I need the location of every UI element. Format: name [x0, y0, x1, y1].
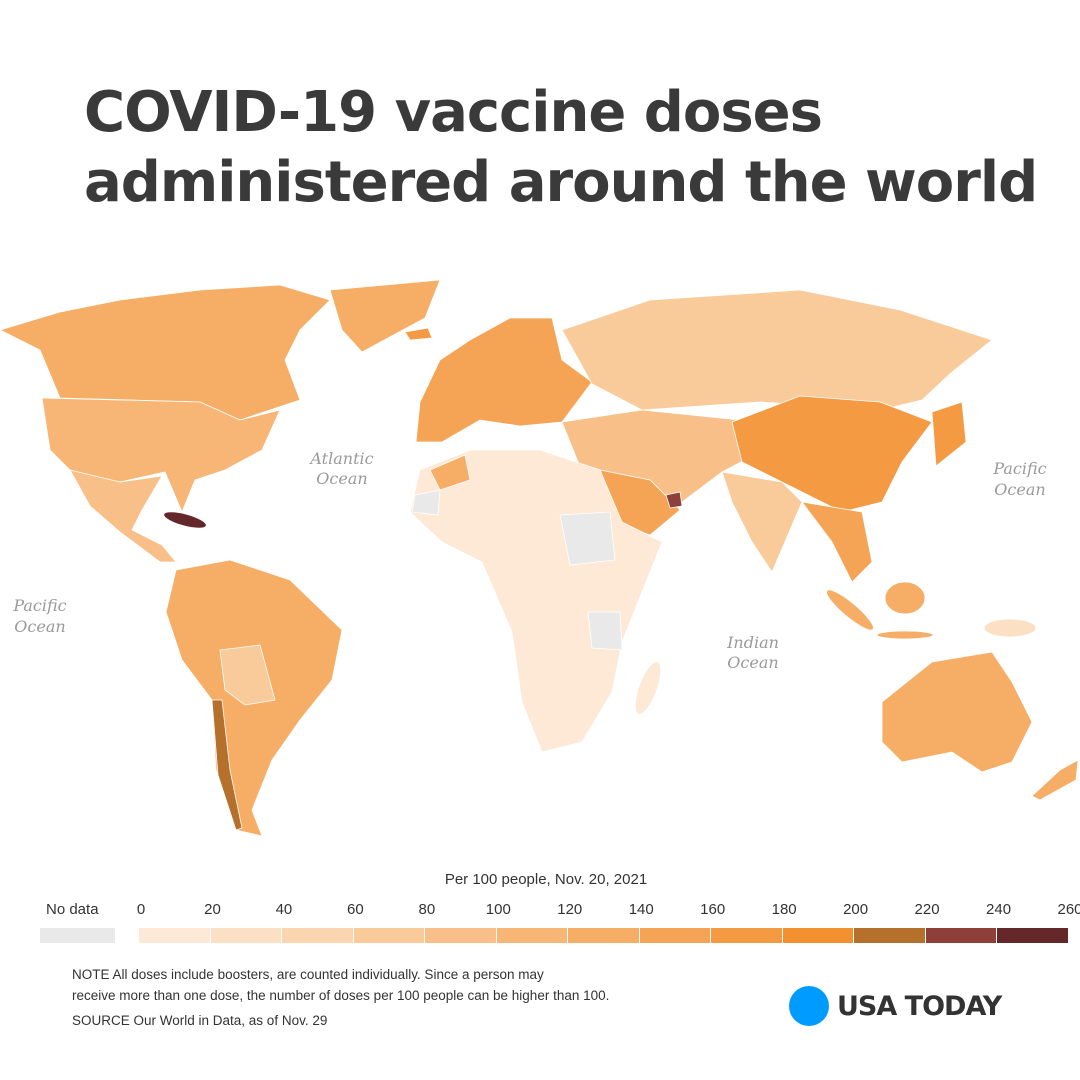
ocean-label-line: Ocean — [14, 617, 65, 636]
legend-bin-swatch — [139, 928, 210, 943]
legend-title: Per 100 people, Nov. 20, 2021 — [444, 871, 648, 888]
legend-bin-swatch — [209, 928, 282, 943]
page-title: COVID-19 vaccine doses administered aroun… — [84, 80, 1038, 215]
ocean-label-indian: Indian Ocean — [726, 633, 779, 672]
region-mexico-central-america — [69, 469, 177, 563]
note-line-2: receive more than one dose, the number o… — [72, 988, 610, 1003]
ocean-label-line: Ocean — [316, 469, 367, 488]
region-japan — [931, 401, 967, 467]
region-cuba — [163, 511, 207, 529]
source-text: SOURCE Our World in Data, as of Nov. 29 — [72, 1013, 328, 1028]
legend-tick-label: 200 — [843, 901, 869, 918]
region-madagascar — [634, 661, 662, 715]
region-russia — [561, 289, 993, 411]
ocean-label-line: Ocean — [994, 480, 1045, 499]
region-sudan-nodata — [559, 511, 616, 566]
region-china — [731, 395, 933, 513]
world-map: Atlantic Ocean Pacific Ocean Pacific Oce… — [0, 279, 1079, 837]
region-new-zealand — [1031, 759, 1079, 801]
legend-bin-swatch — [924, 928, 997, 943]
ocean-label-line: Atlantic — [308, 449, 373, 468]
legend-bin-swatch — [996, 928, 1068, 943]
region-sumatra — [826, 589, 874, 631]
legend-bin-swatch — [495, 928, 568, 943]
region-australia — [881, 651, 1033, 773]
region-new-guinea — [983, 618, 1037, 638]
legend-tick-label: 240 — [986, 901, 1012, 918]
ocean-label-atlantic: Atlantic Ocean — [308, 449, 373, 488]
legend-bin-swatch — [638, 928, 711, 943]
ocean-label-line: Indian — [726, 633, 779, 652]
legend-tick-label: 260 — [1057, 901, 1080, 918]
legend-bin-swatch — [352, 928, 425, 943]
legend-tick-label: 140 — [628, 901, 654, 918]
legend-bin-swatch — [281, 928, 353, 943]
ocean-label-line: Ocean — [727, 653, 778, 672]
legend-no-data-label: No data — [46, 901, 99, 918]
ocean-label-line: Pacific — [992, 459, 1046, 478]
region-india — [721, 471, 803, 573]
legend-no-data-swatch — [40, 928, 115, 943]
usa-today-logo: USA TODAY — [789, 986, 1002, 1026]
legend-tick-label: 120 — [557, 901, 583, 918]
legend-tick-label: 160 — [700, 901, 726, 918]
logo-dot-icon — [789, 986, 829, 1026]
legend-tick-label: 0 — [136, 901, 146, 918]
region-iceland — [404, 327, 433, 341]
legend-bin-swatch — [567, 928, 639, 943]
region-borneo — [884, 581, 926, 615]
region-tanzania-nodata — [587, 611, 623, 651]
region-java — [876, 630, 934, 640]
legend-bin-swatch — [424, 928, 496, 943]
legend-tick-label: 100 — [485, 901, 511, 918]
legend-tick-label: 60 — [347, 901, 364, 918]
legend-tick-label: 180 — [771, 901, 797, 918]
legend-bin-swatch — [781, 928, 854, 943]
legend-bin-swatch — [710, 928, 782, 943]
legend-bin-swatch — [853, 928, 925, 943]
region-southeast-asia — [801, 501, 873, 583]
legend-tick-label: 80 — [418, 901, 436, 918]
legend-tick-label: 220 — [914, 901, 940, 918]
region-bolivia-paraguay — [219, 644, 276, 706]
region-greenland — [329, 279, 441, 353]
ocean-label-line: Pacific — [12, 596, 66, 615]
region-chile — [211, 699, 243, 831]
region-north-africa-morocco — [429, 454, 471, 491]
legend-tick-label: 20 — [204, 901, 221, 918]
legend-tick-label: 40 — [275, 901, 293, 918]
ocean-label-pacific-west: Pacific Ocean — [12, 596, 66, 636]
note-line-1: NOTE All doses include boosters, are cou… — [72, 967, 544, 982]
logo-text: USA TODAY — [837, 990, 1002, 1022]
legend-color-bar — [139, 928, 1068, 943]
ocean-label-pacific-east: Pacific Ocean — [992, 459, 1046, 499]
region-uae — [665, 491, 683, 509]
region-western-sahara-nodata — [411, 489, 441, 516]
